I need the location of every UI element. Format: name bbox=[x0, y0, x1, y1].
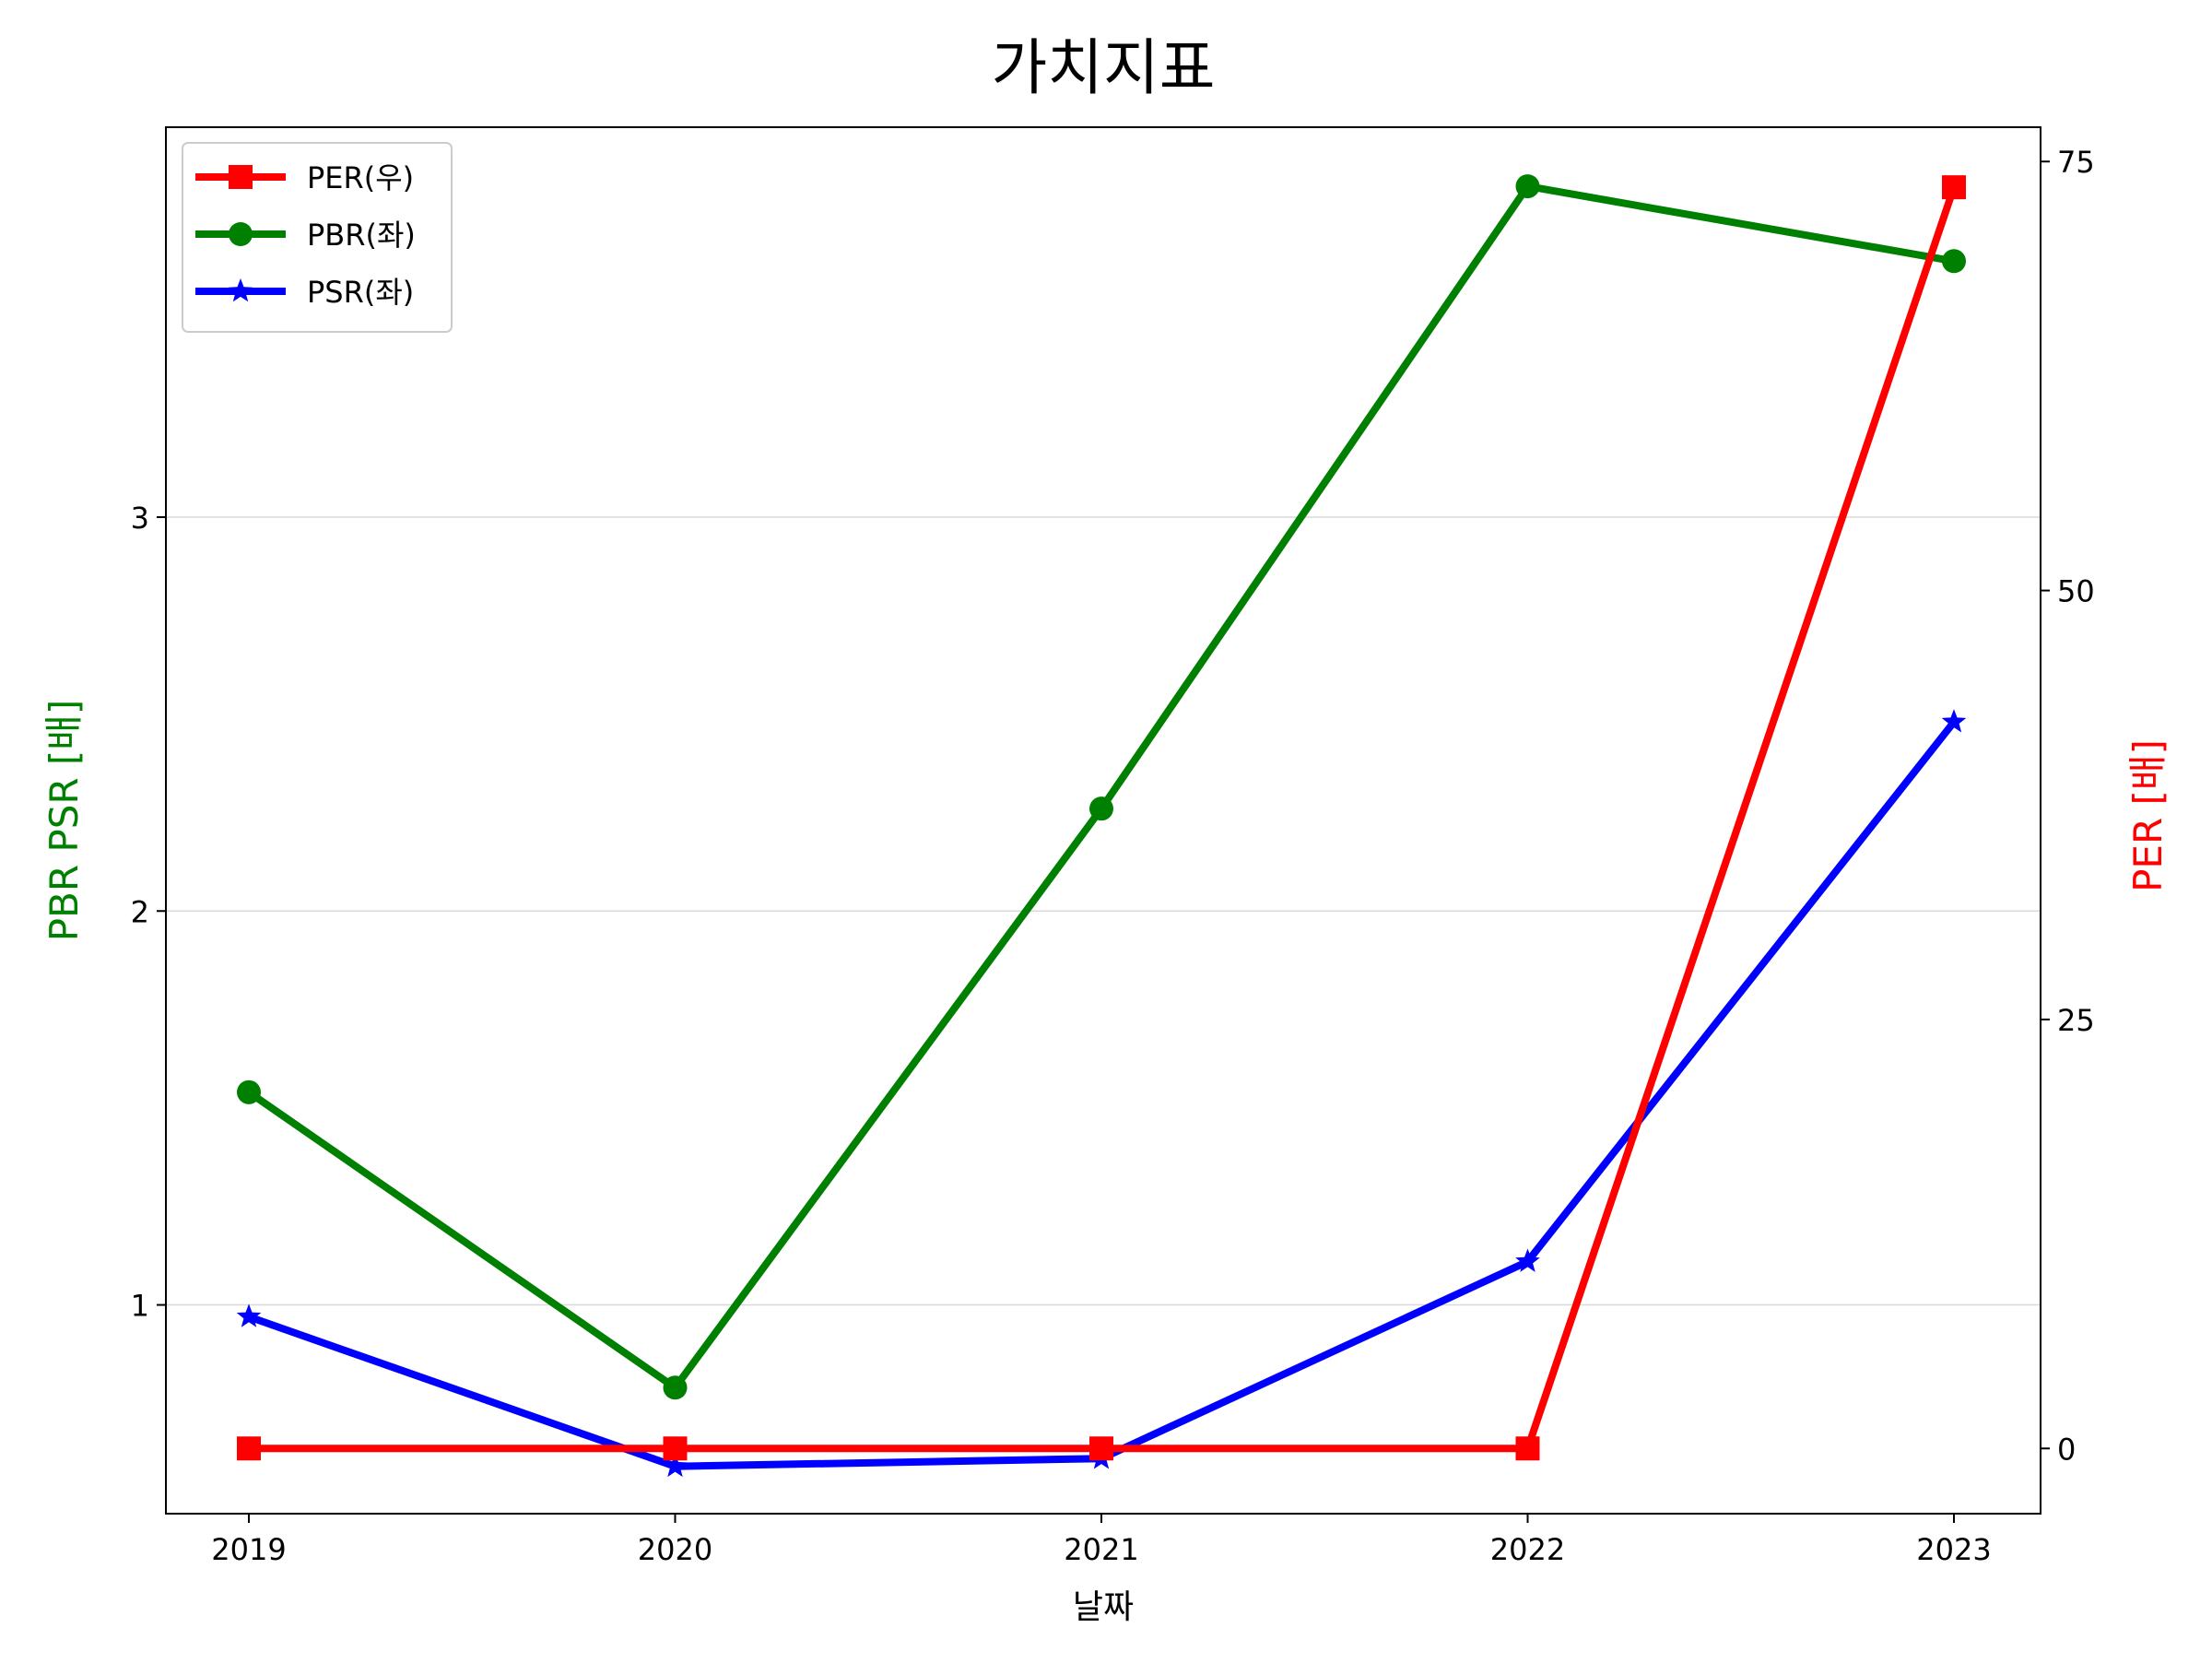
y-axis-label-left: PBR PSR [배] bbox=[41, 700, 87, 942]
legend-label-psr: PSR(좌) bbox=[307, 275, 414, 310]
y-axis-label-right: PER [배] bbox=[2125, 739, 2171, 892]
series-pbr bbox=[237, 174, 1966, 1400]
data-point-pbr bbox=[237, 1079, 261, 1104]
data-point-psr bbox=[1515, 1248, 1540, 1272]
x-tick-label: 2019 bbox=[211, 1532, 286, 1567]
x-tick-label: 2023 bbox=[1916, 1532, 1991, 1567]
legend-marker-per bbox=[229, 165, 253, 189]
data-point-pbr bbox=[663, 1375, 688, 1400]
legend-marker-psr bbox=[228, 278, 253, 302]
data-point-per bbox=[1515, 1436, 1540, 1461]
x-axis-label: 날짜 bbox=[1073, 1588, 1134, 1626]
legend-marker-pbr bbox=[229, 222, 253, 246]
y-tick-label-right: 75 bbox=[2057, 145, 2095, 180]
y-tick-label-left: 2 bbox=[131, 894, 149, 929]
plot-frame bbox=[165, 126, 2041, 1515]
y-tick-label-right: 50 bbox=[2057, 574, 2095, 609]
data-point-pbr bbox=[1089, 796, 1113, 821]
series-per bbox=[237, 175, 1966, 1461]
x-tick-label: 2022 bbox=[1490, 1532, 1565, 1567]
y-tick-label-left: 1 bbox=[131, 1289, 149, 1324]
data-point-psr bbox=[663, 1453, 688, 1478]
y-tick-label-right: 0 bbox=[2057, 1432, 2076, 1467]
data-point-pbr bbox=[1515, 174, 1540, 199]
data-point-psr bbox=[1941, 709, 1967, 733]
x-tick-label: 2021 bbox=[1064, 1532, 1138, 1567]
y-tick-label-left: 3 bbox=[131, 501, 149, 536]
series-layer bbox=[236, 174, 1967, 1478]
legend-label-pbr: PBR(좌) bbox=[307, 218, 416, 253]
data-point-per bbox=[663, 1436, 688, 1461]
data-point-psr bbox=[236, 1303, 262, 1327]
data-point-per bbox=[1089, 1436, 1113, 1461]
legend-label-per: PER(우) bbox=[307, 160, 414, 195]
legend-box bbox=[182, 142, 453, 333]
data-point-per bbox=[237, 1436, 261, 1461]
y-tick-label-right: 25 bbox=[2057, 1003, 2095, 1038]
x-tick-label: 2020 bbox=[638, 1532, 712, 1567]
legend: PER(우) PBR(좌) PSR(좌) bbox=[182, 142, 453, 333]
axis-layer: 1 2 3 0 25 50 75 2019 2020 2021 2022 2023 bbox=[131, 145, 2095, 1567]
grid-layer bbox=[166, 516, 2041, 1306]
data-point-per bbox=[1942, 175, 1966, 200]
chart-title: 가치지표 bbox=[992, 32, 1216, 103]
data-point-pbr bbox=[1942, 249, 1966, 274]
